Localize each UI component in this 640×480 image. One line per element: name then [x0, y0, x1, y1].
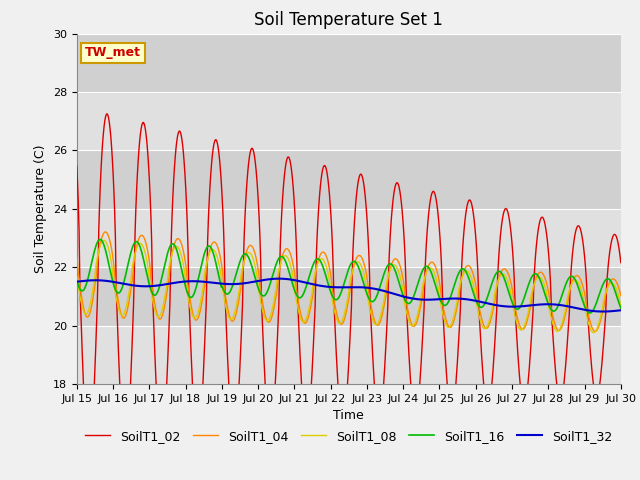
SoilT1_04 — [140, 234, 147, 240]
Y-axis label: Soil Temperature (C): Soil Temperature (C) — [35, 144, 47, 273]
SoilT1_32 — [139, 283, 147, 289]
SoilT1_02 — [140, 121, 148, 127]
SoilT1_02 — [103, 111, 111, 117]
SoilT1_32 — [194, 278, 202, 284]
SoilT1_08 — [223, 310, 231, 316]
Line: SoilT1_04: SoilT1_04 — [77, 232, 621, 332]
SoilT1_16 — [140, 256, 147, 262]
SoilT1_02 — [83, 440, 90, 446]
SoilT1_08 — [416, 303, 424, 309]
SoilT1_04 — [83, 314, 90, 320]
SoilT1_08 — [73, 273, 81, 279]
SoilT1_16 — [586, 310, 594, 316]
SoilT1_32 — [431, 297, 439, 302]
Text: TW_met: TW_met — [85, 47, 141, 60]
SoilT1_08 — [617, 306, 625, 312]
SoilT1_02 — [85, 453, 93, 458]
Line: SoilT1_02: SoilT1_02 — [77, 114, 621, 456]
X-axis label: Time: Time — [333, 409, 364, 422]
Bar — [77, 92, 621, 150]
SoilT1_32 — [275, 276, 283, 282]
SoilT1_02 — [224, 367, 232, 372]
SoilT1_02 — [196, 433, 204, 439]
Line: SoilT1_16: SoilT1_16 — [77, 240, 621, 313]
SoilT1_16 — [416, 276, 424, 281]
SoilT1_16 — [83, 280, 90, 286]
SoilT1_02 — [617, 260, 625, 265]
SoilT1_02 — [73, 163, 81, 169]
SoilT1_32 — [617, 307, 625, 313]
SoilT1_04 — [591, 329, 599, 335]
Bar — [77, 150, 621, 209]
SoilT1_16 — [431, 282, 439, 288]
SoilT1_04 — [102, 229, 109, 235]
Legend: SoilT1_02, SoilT1_04, SoilT1_08, SoilT1_16, SoilT1_32: SoilT1_02, SoilT1_04, SoilT1_08, SoilT1_… — [81, 425, 617, 448]
SoilT1_32 — [599, 309, 607, 314]
SoilT1_16 — [617, 305, 625, 311]
SoilT1_08 — [589, 330, 597, 336]
SoilT1_04 — [223, 304, 231, 310]
SoilT1_08 — [195, 308, 202, 313]
SoilT1_08 — [140, 244, 147, 250]
SoilT1_04 — [416, 309, 424, 314]
Bar — [77, 267, 621, 325]
SoilT1_32 — [83, 278, 90, 284]
SoilT1_32 — [416, 297, 424, 302]
SoilT1_08 — [431, 273, 439, 279]
SoilT1_04 — [431, 264, 439, 269]
SoilT1_04 — [195, 314, 202, 320]
SoilT1_16 — [223, 291, 231, 297]
SoilT1_16 — [195, 275, 202, 280]
SoilT1_08 — [100, 238, 108, 243]
SoilT1_02 — [417, 373, 424, 379]
SoilT1_08 — [83, 311, 90, 317]
SoilT1_16 — [97, 237, 104, 242]
Bar — [77, 34, 621, 92]
SoilT1_04 — [73, 253, 81, 259]
SoilT1_32 — [73, 279, 81, 285]
SoilT1_32 — [223, 281, 230, 287]
SoilT1_16 — [73, 277, 81, 283]
SoilT1_02 — [433, 197, 440, 203]
Bar — [77, 209, 621, 267]
Line: SoilT1_32: SoilT1_32 — [77, 279, 621, 312]
Title: Soil Temperature Set 1: Soil Temperature Set 1 — [254, 11, 444, 29]
Bar — [77, 325, 621, 384]
SoilT1_04 — [617, 293, 625, 299]
Line: SoilT1_08: SoilT1_08 — [77, 240, 621, 333]
